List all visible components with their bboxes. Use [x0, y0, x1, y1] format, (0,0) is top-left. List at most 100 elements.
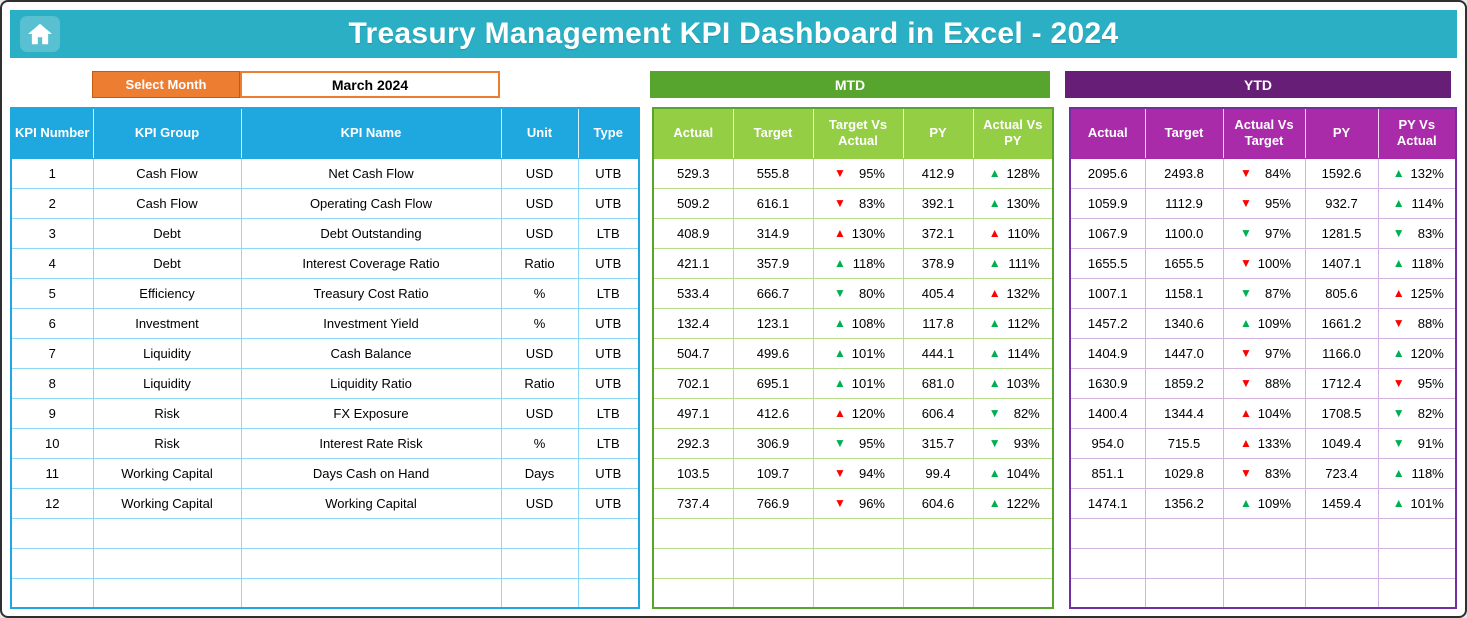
- ytd-actual-cell[interactable]: 1457.2: [1069, 307, 1146, 339]
- ytd-target-cell[interactable]: 1356.2: [1144, 487, 1224, 519]
- empty-cell[interactable]: [652, 547, 734, 579]
- home-button[interactable]: [20, 16, 60, 52]
- kpi-number-cell[interactable]: 4: [10, 247, 94, 279]
- kpi-number-cell[interactable]: 7: [10, 337, 94, 369]
- kpi-number-cell[interactable]: 1: [10, 157, 94, 189]
- mtd-target-cell[interactable]: 109.7: [732, 457, 814, 489]
- mtd-actual-cell[interactable]: 497.1: [652, 397, 734, 429]
- ytd-actual-vs-target-cell[interactable]: ▼ 84%: [1222, 157, 1306, 189]
- ytd-py-vs-actual-cell[interactable]: ▲ 132%: [1377, 157, 1457, 189]
- kpi-group-cell[interactable]: Working Capital: [92, 487, 242, 519]
- unit-cell[interactable]: %: [500, 307, 579, 339]
- kpi-number-cell[interactable]: 12: [10, 487, 94, 519]
- ytd-py-vs-actual-cell[interactable]: ▲ 120%: [1377, 337, 1457, 369]
- kpi-name-cell[interactable]: FX Exposure: [240, 397, 502, 429]
- ytd-py-cell[interactable]: 1712.4: [1304, 367, 1379, 399]
- ytd-target-cell[interactable]: 1447.0: [1144, 337, 1224, 369]
- mtd-actual-vs-py-cell[interactable]: ▲ 104%: [972, 457, 1054, 489]
- ytd-actual-vs-target-cell[interactable]: ▲ 109%: [1222, 307, 1306, 339]
- kpi-name-cell[interactable]: Debt Outstanding: [240, 217, 502, 249]
- empty-cell[interactable]: [1377, 577, 1457, 609]
- ytd-py-vs-actual-cell[interactable]: ▼ 88%: [1377, 307, 1457, 339]
- empty-cell[interactable]: [1144, 517, 1224, 549]
- unit-cell[interactable]: USD: [500, 217, 579, 249]
- mtd-target-vs-actual-cell[interactable]: ▼ 94%: [812, 457, 904, 489]
- mtd-actual-cell[interactable]: 421.1: [652, 247, 734, 279]
- empty-cell[interactable]: [1304, 577, 1379, 609]
- empty-cell[interactable]: [902, 517, 974, 549]
- empty-cell[interactable]: [812, 577, 904, 609]
- type-cell[interactable]: LTB: [577, 277, 640, 309]
- empty-cell[interactable]: [732, 547, 814, 579]
- ytd-py-cell[interactable]: 805.6: [1304, 277, 1379, 309]
- ytd-actual-cell[interactable]: 1655.5: [1069, 247, 1146, 279]
- unit-cell[interactable]: %: [500, 427, 579, 459]
- mtd-py-cell[interactable]: 99.4: [902, 457, 974, 489]
- mtd-py-cell[interactable]: 378.9: [902, 247, 974, 279]
- mtd-target-vs-actual-cell[interactable]: ▼ 95%: [812, 157, 904, 189]
- empty-cell[interactable]: [972, 547, 1054, 579]
- ytd-py-cell[interactable]: 1166.0: [1304, 337, 1379, 369]
- kpi-group-cell[interactable]: Investment: [92, 307, 242, 339]
- empty-cell[interactable]: [10, 577, 94, 609]
- unit-cell[interactable]: Ratio: [500, 367, 579, 399]
- ytd-py-vs-actual-cell[interactable]: ▼ 95%: [1377, 367, 1457, 399]
- type-cell[interactable]: LTB: [577, 397, 640, 429]
- type-cell[interactable]: UTB: [577, 307, 640, 339]
- ytd-py-cell[interactable]: 932.7: [1304, 187, 1379, 219]
- ytd-target-cell[interactable]: 1100.0: [1144, 217, 1224, 249]
- ytd-py-vs-actual-cell[interactable]: ▼ 91%: [1377, 427, 1457, 459]
- type-cell[interactable]: UTB: [577, 157, 640, 189]
- kpi-name-cell[interactable]: Net Cash Flow: [240, 157, 502, 189]
- mtd-py-cell[interactable]: 405.4: [902, 277, 974, 309]
- kpi-number-cell[interactable]: 11: [10, 457, 94, 489]
- type-cell[interactable]: LTB: [577, 427, 640, 459]
- mtd-actual-vs-py-cell[interactable]: ▲ 114%: [972, 337, 1054, 369]
- kpi-number-cell[interactable]: 8: [10, 367, 94, 399]
- unit-cell[interactable]: USD: [500, 187, 579, 219]
- ytd-actual-cell[interactable]: 1059.9: [1069, 187, 1146, 219]
- mtd-py-cell[interactable]: 392.1: [902, 187, 974, 219]
- kpi-name-cell[interactable]: Days Cash on Hand: [240, 457, 502, 489]
- empty-cell[interactable]: [92, 517, 242, 549]
- mtd-target-vs-actual-cell[interactable]: ▼ 95%: [812, 427, 904, 459]
- ytd-actual-vs-target-cell[interactable]: ▲ 133%: [1222, 427, 1306, 459]
- ytd-py-cell[interactable]: 1661.2: [1304, 307, 1379, 339]
- empty-cell[interactable]: [500, 577, 579, 609]
- kpi-number-cell[interactable]: 3: [10, 217, 94, 249]
- mtd-actual-vs-py-cell[interactable]: ▲ 122%: [972, 487, 1054, 519]
- mtd-target-cell[interactable]: 666.7: [732, 277, 814, 309]
- empty-cell[interactable]: [812, 547, 904, 579]
- ytd-actual-vs-target-cell[interactable]: ▼ 95%: [1222, 187, 1306, 219]
- ytd-py-vs-actual-cell[interactable]: ▼ 82%: [1377, 397, 1457, 429]
- ytd-actual-cell[interactable]: 1404.9: [1069, 337, 1146, 369]
- ytd-actual-vs-target-cell[interactable]: ▼ 87%: [1222, 277, 1306, 309]
- mtd-actual-vs-py-cell[interactable]: ▲ 103%: [972, 367, 1054, 399]
- kpi-name-cell[interactable]: Interest Rate Risk: [240, 427, 502, 459]
- kpi-group-cell[interactable]: Risk: [92, 397, 242, 429]
- mtd-target-vs-actual-cell[interactable]: ▼ 80%: [812, 277, 904, 309]
- kpi-number-cell[interactable]: 2: [10, 187, 94, 219]
- mtd-actual-cell[interactable]: 529.3: [652, 157, 734, 189]
- mtd-actual-cell[interactable]: 504.7: [652, 337, 734, 369]
- mtd-actual-cell[interactable]: 103.5: [652, 457, 734, 489]
- type-cell[interactable]: UTB: [577, 367, 640, 399]
- mtd-target-vs-actual-cell[interactable]: ▼ 83%: [812, 187, 904, 219]
- empty-cell[interactable]: [577, 577, 640, 609]
- ytd-actual-cell[interactable]: 1630.9: [1069, 367, 1146, 399]
- mtd-py-cell[interactable]: 372.1: [902, 217, 974, 249]
- empty-cell[interactable]: [240, 577, 502, 609]
- kpi-group-cell[interactable]: Cash Flow: [92, 157, 242, 189]
- mtd-actual-vs-py-cell[interactable]: ▲ 130%: [972, 187, 1054, 219]
- empty-cell[interactable]: [577, 547, 640, 579]
- kpi-number-cell[interactable]: 6: [10, 307, 94, 339]
- mtd-target-vs-actual-cell[interactable]: ▲ 118%: [812, 247, 904, 279]
- empty-cell[interactable]: [500, 517, 579, 549]
- mtd-actual-vs-py-cell[interactable]: ▲ 110%: [972, 217, 1054, 249]
- mtd-target-vs-actual-cell[interactable]: ▲ 130%: [812, 217, 904, 249]
- ytd-py-cell[interactable]: 1281.5: [1304, 217, 1379, 249]
- ytd-py-vs-actual-cell[interactable]: ▲ 118%: [1377, 457, 1457, 489]
- ytd-target-cell[interactable]: 1112.9: [1144, 187, 1224, 219]
- mtd-actual-vs-py-cell[interactable]: ▼ 82%: [972, 397, 1054, 429]
- kpi-name-cell[interactable]: Operating Cash Flow: [240, 187, 502, 219]
